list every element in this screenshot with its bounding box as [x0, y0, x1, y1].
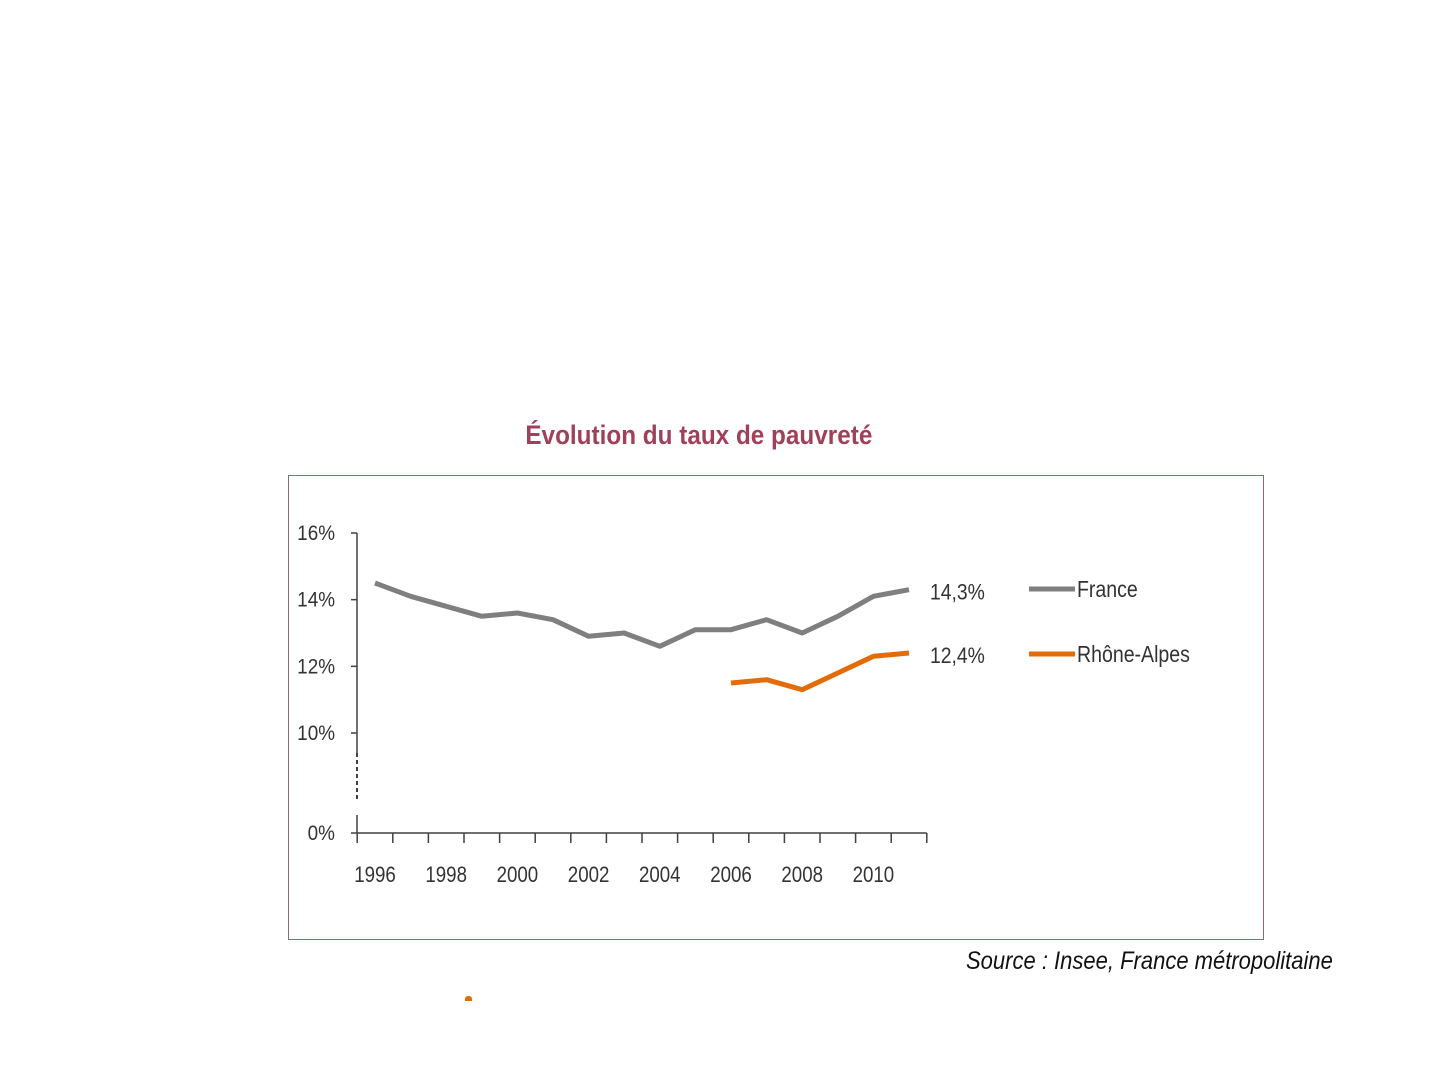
chart-frame [288, 475, 1264, 940]
stray-dot [465, 996, 472, 1001]
x-tick-label: 2000 [497, 864, 539, 888]
series-line-france [374, 580, 910, 649]
source-note: Source : Insee, France métropolitaine [966, 947, 1333, 975]
x-tick-label: 1998 [425, 864, 467, 888]
end-label: 12,4% [930, 644, 985, 668]
x-tick-label: 1996 [354, 864, 396, 888]
x-tick-label: 2010 [853, 864, 895, 888]
x-tick-label: 2006 [710, 864, 752, 888]
chart-title: Évolution du taux de pauvreté [525, 420, 873, 450]
y-tick-label: 12% [297, 655, 335, 678]
y-tick-label: 14% [297, 589, 335, 612]
end-label: 14,3% [930, 581, 985, 605]
legend-label: Rhône-Alpes [1077, 642, 1190, 668]
y-tick-label: 16% [297, 522, 335, 545]
y-tick-label: 0% [308, 822, 336, 845]
y-tick-label: 10% [297, 722, 335, 745]
x-tick-label: 2004 [639, 864, 681, 888]
x-tick-label: 2002 [568, 864, 610, 888]
series-line-rhone-alpes [730, 650, 910, 693]
x-tick-label: 2008 [781, 864, 823, 888]
legend-label: France [1077, 577, 1138, 603]
